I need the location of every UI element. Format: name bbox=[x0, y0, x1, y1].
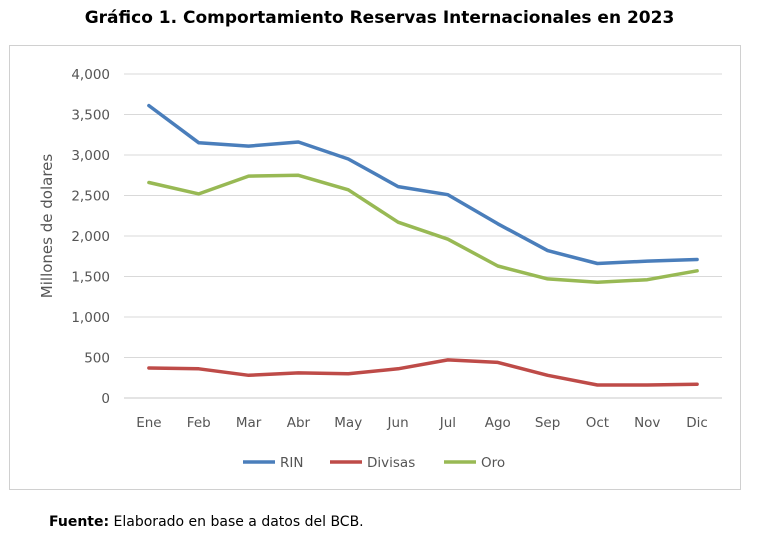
x-tick-label: Feb bbox=[187, 415, 211, 431]
y-axis-label: Millones de dolares bbox=[38, 154, 56, 299]
y-tick-label: 0 bbox=[101, 391, 110, 407]
x-tick-label: Oct bbox=[586, 415, 609, 431]
legend-label-divisas: Divisas bbox=[367, 455, 415, 471]
chart-title: Gráfico 1. Comportamiento Reservas Inter… bbox=[84, 8, 675, 28]
x-tick-label: Jul bbox=[439, 415, 456, 431]
x-tick-label: Abr bbox=[287, 415, 311, 431]
x-tick-label: Sep bbox=[535, 415, 560, 431]
line-chart: 05001,0001,5002,0002,5003,0003,5004,000 … bbox=[38, 67, 722, 471]
y-tick-label: 500 bbox=[84, 351, 110, 367]
y-tick-label: 4,000 bbox=[71, 67, 110, 83]
y-tick-label: 2,000 bbox=[71, 229, 110, 245]
x-tick-label: Mar bbox=[236, 415, 262, 431]
source-note: Fuente: Elaborado en base a datos del BC… bbox=[49, 514, 364, 530]
x-tick-label: Nov bbox=[634, 415, 660, 431]
series-line-oro bbox=[147, 173, 699, 284]
y-tick-label: 1,500 bbox=[71, 270, 110, 286]
legend-label-rin: RIN bbox=[280, 455, 303, 471]
y-tick-label: 1,000 bbox=[71, 310, 110, 326]
x-tick-label: May bbox=[334, 415, 362, 431]
y-tick-label: 3,000 bbox=[71, 148, 110, 164]
legend-label-oro: Oro bbox=[481, 455, 505, 471]
chart-area: 0 500 1,000 1,500 2,000 2,500 3,000 3,500 4,000 … bbox=[9, 45, 741, 490]
y-tick-label: 3,500 bbox=[71, 108, 110, 124]
source-label: Fuente: bbox=[49, 514, 110, 530]
series-line-divisas bbox=[147, 358, 699, 387]
x-tick-label: Ene bbox=[136, 415, 161, 431]
source-text: Elaborado en base a datos del BCB. bbox=[109, 514, 364, 530]
x-tick-label: Ago bbox=[485, 415, 511, 431]
x-tick-label: Dic bbox=[686, 415, 708, 431]
series-line-rin bbox=[147, 103, 699, 266]
y-tick-label: 2,500 bbox=[71, 189, 110, 205]
x-tick-label: Jun bbox=[387, 415, 409, 431]
